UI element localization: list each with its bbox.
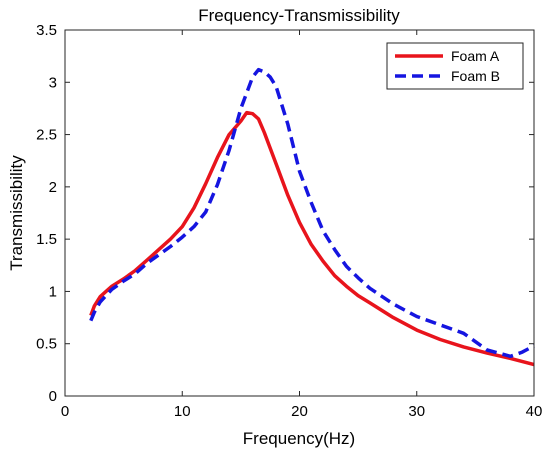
- plot-area: [65, 30, 534, 396]
- y-tick-label: 1: [49, 283, 57, 300]
- legend-label: Foam A: [451, 48, 500, 64]
- y-tick-label: 2: [49, 179, 57, 196]
- legend-label: Foam B: [451, 68, 500, 84]
- series-lines: [89, 67, 535, 367]
- x-tick-label: 20: [291, 403, 308, 420]
- y-axis-label: Transmissibility: [7, 155, 26, 271]
- y-tick-label: 3: [49, 74, 57, 91]
- legend-box: [386, 42, 524, 90]
- legend: Foam A Foam B: [386, 42, 524, 90]
- x-tick-label: 30: [408, 403, 425, 420]
- y-tick-label: 2.5: [36, 127, 57, 144]
- y-tick-label: 0: [49, 388, 57, 405]
- chart-title: Frequency-Transmissibility: [198, 6, 400, 25]
- x-axis-label: Frequency(Hz): [243, 429, 355, 448]
- series-line-0: [89, 110, 535, 367]
- series-line-1: [89, 67, 535, 359]
- x-tick-label: 40: [526, 403, 543, 420]
- y-tick-label: 3.5: [36, 22, 57, 39]
- axis-ticks: 0 10 20 30 40 0 0.5 1 1.5 2 2.5 3 3.5: [36, 22, 542, 420]
- y-tick-label: 0.5: [36, 336, 57, 353]
- x-tick-label: 10: [174, 403, 191, 420]
- x-tick-label: 0: [61, 403, 69, 420]
- y-tick-label: 1.5: [36, 231, 57, 248]
